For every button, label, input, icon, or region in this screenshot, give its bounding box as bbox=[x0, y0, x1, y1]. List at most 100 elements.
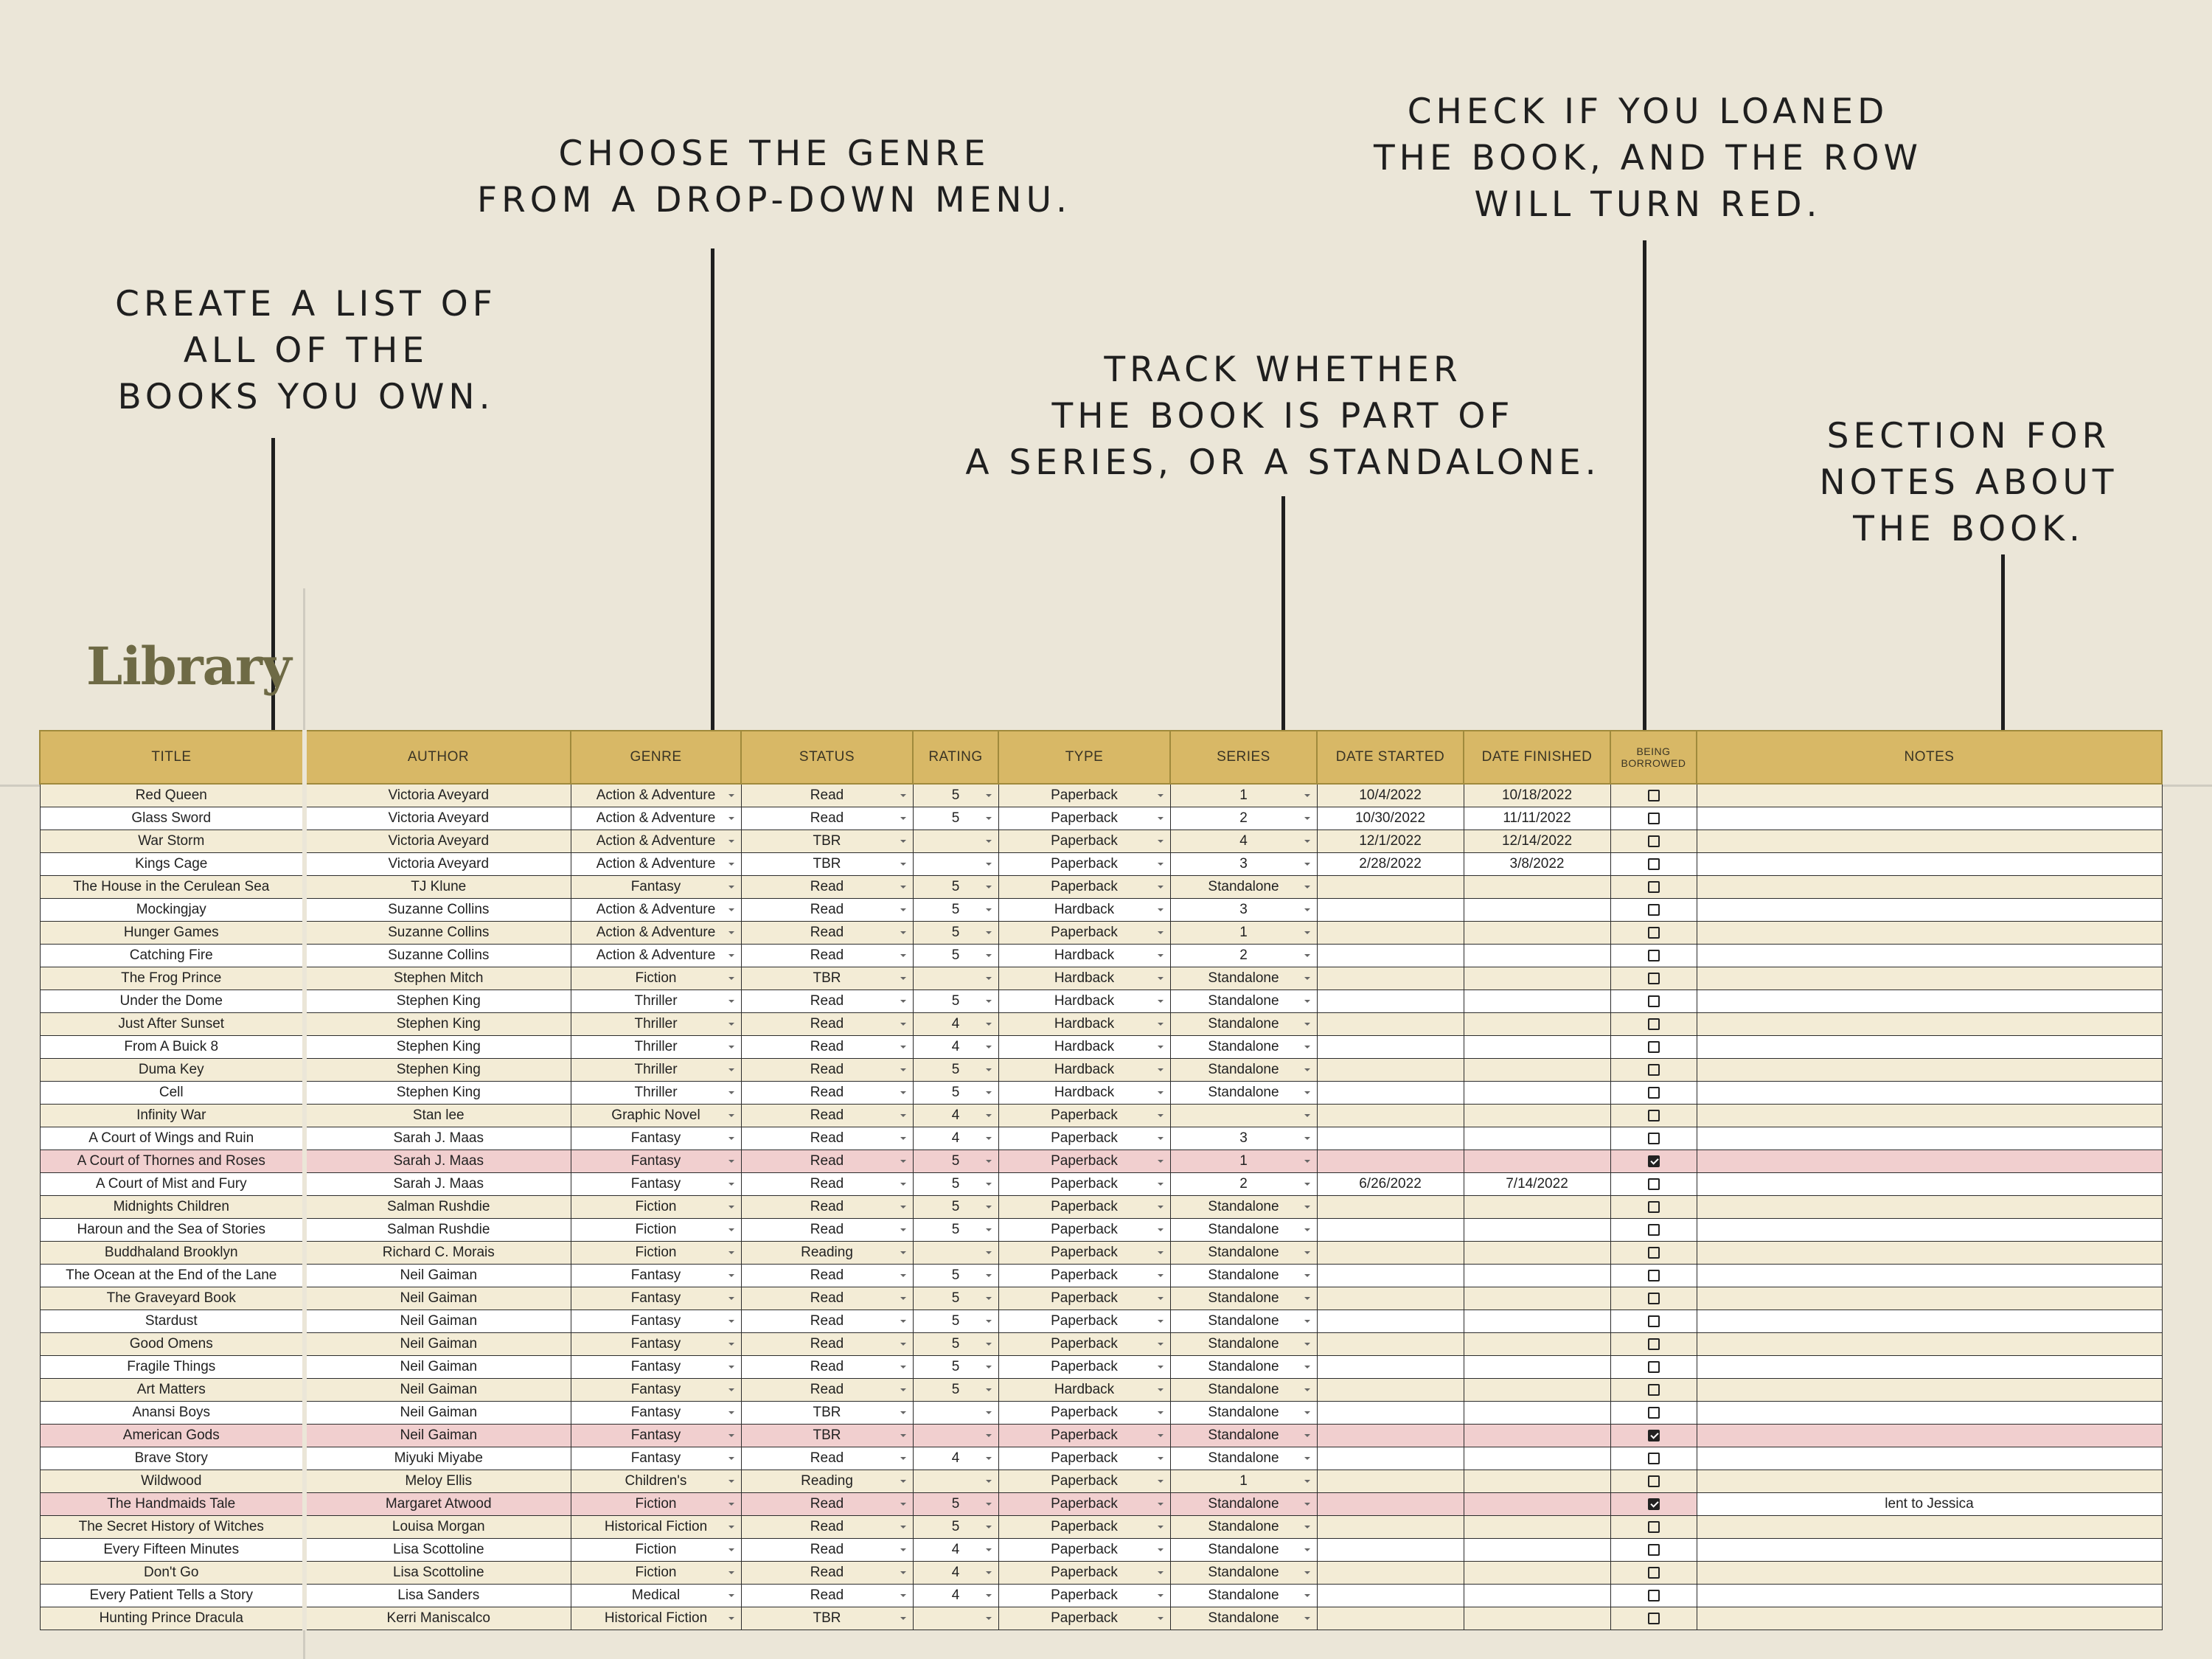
series-dropdown[interactable]: Standalone bbox=[1169, 967, 1318, 990]
genre-dropdown[interactable]: Action & Adventure bbox=[570, 783, 742, 807]
date-finished-cell[interactable] bbox=[1463, 1538, 1611, 1562]
type-dropdown[interactable]: Paperback bbox=[998, 1538, 1171, 1562]
rating-dropdown[interactable]: 5 bbox=[912, 1310, 999, 1333]
date-finished-cell[interactable] bbox=[1463, 990, 1611, 1013]
borrowed-checkbox[interactable] bbox=[1647, 1292, 1660, 1304]
status-dropdown[interactable]: Read bbox=[740, 807, 914, 830]
author-cell[interactable]: Miyuki Miyabe bbox=[302, 1447, 571, 1470]
type-dropdown[interactable]: Paperback bbox=[998, 1287, 1171, 1310]
series-dropdown[interactable]: Standalone bbox=[1169, 1058, 1318, 1082]
date-started-cell[interactable]: 10/30/2022 bbox=[1316, 807, 1464, 830]
genre-dropdown[interactable]: Fantasy bbox=[570, 1310, 742, 1333]
notes-cell[interactable] bbox=[1696, 830, 2163, 853]
rating-dropdown[interactable]: 5 bbox=[912, 1058, 999, 1082]
type-dropdown[interactable]: Paperback bbox=[998, 1264, 1171, 1287]
notes-cell[interactable] bbox=[1696, 1355, 2163, 1379]
date-finished-cell[interactable] bbox=[1463, 1150, 1611, 1173]
rating-dropdown[interactable]: 5 bbox=[912, 944, 999, 967]
status-dropdown[interactable]: TBR bbox=[740, 1424, 914, 1447]
date-started-cell[interactable] bbox=[1316, 1058, 1464, 1082]
date-started-cell[interactable] bbox=[1316, 990, 1464, 1013]
author-cell[interactable]: Lisa Scottoline bbox=[302, 1538, 571, 1562]
type-dropdown[interactable]: Hardback bbox=[998, 990, 1171, 1013]
notes-cell[interactable] bbox=[1696, 1310, 2163, 1333]
borrowed-checkbox-cell[interactable] bbox=[1610, 1058, 1697, 1082]
notes-cell[interactable] bbox=[1696, 1332, 2163, 1356]
date-started-cell[interactable] bbox=[1316, 1447, 1464, 1470]
notes-cell[interactable] bbox=[1696, 967, 2163, 990]
author-cell[interactable]: Suzanne Collins bbox=[302, 921, 571, 945]
series-dropdown[interactable]: Standalone bbox=[1169, 1607, 1318, 1630]
status-dropdown[interactable]: Reading bbox=[740, 1241, 914, 1265]
rating-dropdown[interactable]: 4 bbox=[912, 1104, 999, 1127]
date-finished-cell[interactable] bbox=[1463, 1470, 1611, 1493]
series-dropdown[interactable]: Standalone bbox=[1169, 1584, 1318, 1607]
date-started-cell[interactable] bbox=[1316, 1035, 1464, 1059]
genre-dropdown[interactable]: Fantasy bbox=[570, 875, 742, 899]
status-dropdown[interactable]: TBR bbox=[740, 852, 914, 876]
status-dropdown[interactable]: Read bbox=[740, 1310, 914, 1333]
notes-cell[interactable] bbox=[1696, 875, 2163, 899]
borrowed-checkbox-cell[interactable] bbox=[1610, 783, 1697, 807]
date-finished-cell[interactable] bbox=[1463, 1218, 1611, 1242]
date-finished-cell[interactable] bbox=[1463, 1401, 1611, 1425]
date-finished-cell[interactable] bbox=[1463, 1515, 1611, 1539]
borrowed-checkbox-cell[interactable] bbox=[1610, 1607, 1697, 1630]
series-dropdown[interactable]: 3 bbox=[1169, 852, 1318, 876]
title-cell[interactable]: Every Fifteen Minutes bbox=[39, 1538, 305, 1562]
type-dropdown[interactable]: Hardback bbox=[998, 944, 1171, 967]
author-cell[interactable]: Lisa Sanders bbox=[302, 1584, 571, 1607]
status-dropdown[interactable]: Read bbox=[740, 1150, 914, 1173]
author-cell[interactable]: Stan lee bbox=[302, 1104, 571, 1127]
borrowed-checkbox-cell[interactable] bbox=[1610, 1424, 1697, 1447]
date-finished-cell[interactable] bbox=[1463, 1058, 1611, 1082]
series-dropdown[interactable]: Standalone bbox=[1169, 1218, 1318, 1242]
rating-dropdown[interactable]: 5 bbox=[912, 1264, 999, 1287]
date-finished-cell[interactable] bbox=[1463, 1035, 1611, 1059]
col-date-started-header[interactable]: DATE STARTED bbox=[1316, 730, 1464, 785]
rating-dropdown[interactable]: 4 bbox=[912, 1012, 999, 1036]
title-cell[interactable]: Catching Fire bbox=[39, 944, 305, 967]
notes-cell[interactable] bbox=[1696, 1584, 2163, 1607]
notes-cell[interactable] bbox=[1696, 990, 2163, 1013]
status-dropdown[interactable]: Read bbox=[740, 1561, 914, 1585]
col-notes-header[interactable]: NOTES bbox=[1696, 730, 2163, 785]
notes-cell[interactable] bbox=[1696, 783, 2163, 807]
borrowed-checkbox[interactable] bbox=[1647, 1383, 1660, 1396]
borrowed-checkbox[interactable] bbox=[1647, 926, 1660, 939]
title-cell[interactable]: Brave Story bbox=[39, 1447, 305, 1470]
status-dropdown[interactable]: Read bbox=[740, 898, 914, 922]
borrowed-checkbox[interactable] bbox=[1647, 1132, 1660, 1144]
notes-cell[interactable] bbox=[1696, 1172, 2163, 1196]
genre-dropdown[interactable]: Fantasy bbox=[570, 1447, 742, 1470]
type-dropdown[interactable]: Hardback bbox=[998, 1058, 1171, 1082]
title-cell[interactable]: Just After Sunset bbox=[39, 1012, 305, 1036]
rating-dropdown[interactable]: 4 bbox=[912, 1127, 999, 1150]
author-cell[interactable]: Victoria Aveyard bbox=[302, 830, 571, 853]
type-dropdown[interactable]: Paperback bbox=[998, 1401, 1171, 1425]
genre-dropdown[interactable]: Historical Fiction bbox=[570, 1515, 742, 1539]
borrowed-checkbox[interactable] bbox=[1647, 1018, 1660, 1030]
notes-cell[interactable] bbox=[1696, 1218, 2163, 1242]
genre-dropdown[interactable]: Fantasy bbox=[570, 1332, 742, 1356]
status-dropdown[interactable]: Read bbox=[740, 1081, 914, 1105]
notes-cell[interactable] bbox=[1696, 1264, 2163, 1287]
type-dropdown[interactable]: Paperback bbox=[998, 1492, 1171, 1516]
title-cell[interactable]: Good Omens bbox=[39, 1332, 305, 1356]
date-finished-cell[interactable] bbox=[1463, 1492, 1611, 1516]
date-finished-cell[interactable] bbox=[1463, 1081, 1611, 1105]
status-dropdown[interactable]: TBR bbox=[740, 1401, 914, 1425]
borrowed-checkbox[interactable] bbox=[1647, 880, 1660, 893]
date-started-cell[interactable] bbox=[1316, 1401, 1464, 1425]
type-dropdown[interactable]: Hardback bbox=[998, 898, 1171, 922]
author-cell[interactable]: Stephen King bbox=[302, 1035, 571, 1059]
genre-dropdown[interactable]: Thriller bbox=[570, 990, 742, 1013]
series-dropdown[interactable]: Standalone bbox=[1169, 1492, 1318, 1516]
genre-dropdown[interactable]: Children's bbox=[570, 1470, 742, 1493]
series-dropdown[interactable] bbox=[1169, 1104, 1318, 1127]
borrowed-checkbox[interactable] bbox=[1647, 1589, 1660, 1601]
type-dropdown[interactable]: Hardback bbox=[998, 1378, 1171, 1402]
status-dropdown[interactable]: Read bbox=[740, 1447, 914, 1470]
date-started-cell[interactable] bbox=[1316, 1424, 1464, 1447]
title-cell[interactable]: Mockingjay bbox=[39, 898, 305, 922]
